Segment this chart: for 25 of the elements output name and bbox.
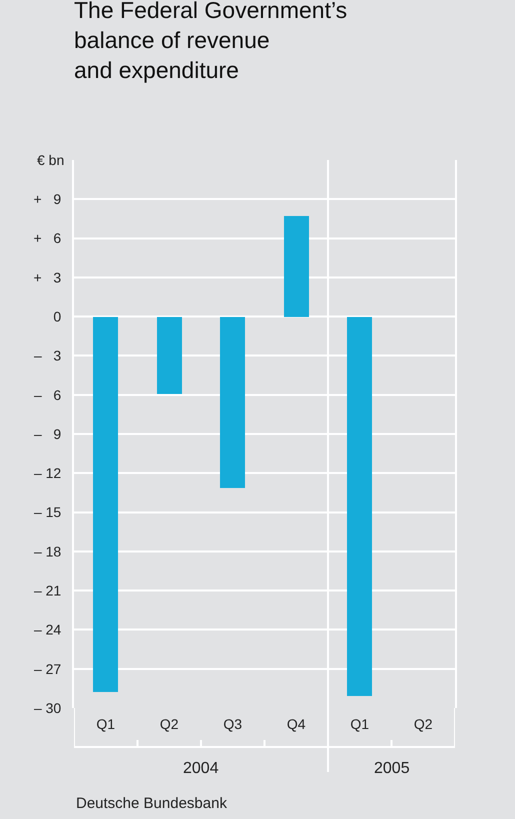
text: Deutsche Bundesbank bbox=[76, 795, 228, 812]
x-tick-label: Q3 bbox=[223, 716, 242, 732]
x-tick-label: Q2 bbox=[160, 716, 179, 732]
text: 2004 bbox=[183, 760, 219, 777]
y-tick-label: + 9 bbox=[34, 191, 62, 208]
y-tick-label: – 3 bbox=[34, 348, 62, 364]
y-tick-label: 0 bbox=[53, 308, 62, 324]
y-tick-label: – 24 bbox=[34, 622, 62, 638]
x-tick-label: Q2 bbox=[414, 716, 433, 732]
y-tick-label: – 27 bbox=[34, 660, 62, 677]
y-tick-label: + 6 bbox=[34, 230, 62, 246]
y-tick-label: + 3 bbox=[34, 269, 62, 286]
y-tick-label: – 30 bbox=[34, 700, 62, 716]
x-tick-label: Q4 bbox=[286, 716, 306, 732]
x-tick-label: Q1 bbox=[96, 716, 116, 732]
y-tick-label: – 12 bbox=[34, 465, 62, 482]
y-tick-label: – 9 bbox=[34, 426, 62, 442]
y-axis-title: € bn bbox=[37, 152, 64, 168]
chart-title: The Federal Government’s balance of revenue and expenditure bbox=[74, 0, 348, 83]
y-tick-label: – 15 bbox=[34, 504, 62, 520]
y-tick-label: – 6 bbox=[34, 386, 62, 403]
text: 2005 bbox=[374, 760, 410, 777]
y-tick-label: – 18 bbox=[34, 543, 62, 560]
y-tick-label: – 21 bbox=[34, 582, 62, 598]
x-tick-label: Q1 bbox=[350, 716, 370, 732]
